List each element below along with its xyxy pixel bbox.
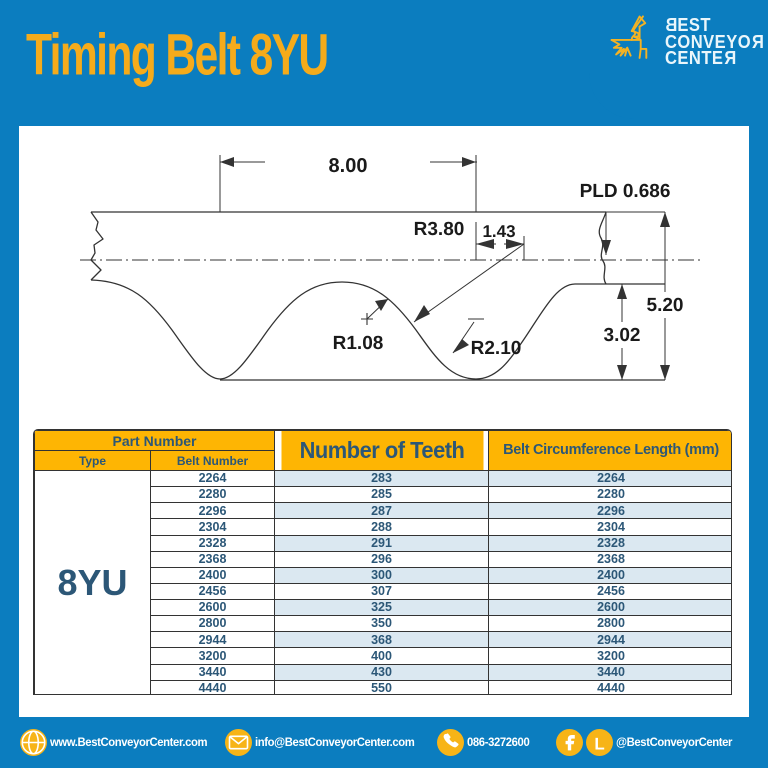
svg-text:R1.08: R1.08 — [333, 333, 384, 354]
svg-text:R3.80: R3.80 — [414, 219, 465, 240]
svg-text:PLD 0.686: PLD 0.686 — [580, 181, 671, 202]
svg-text:R2.10: R2.10 — [471, 338, 522, 359]
svg-text:8.00: 8.00 — [329, 155, 368, 177]
svg-text:1.43: 1.43 — [482, 222, 515, 241]
svg-text:3.02: 3.02 — [604, 325, 641, 346]
svg-text:5.20: 5.20 — [647, 295, 684, 316]
